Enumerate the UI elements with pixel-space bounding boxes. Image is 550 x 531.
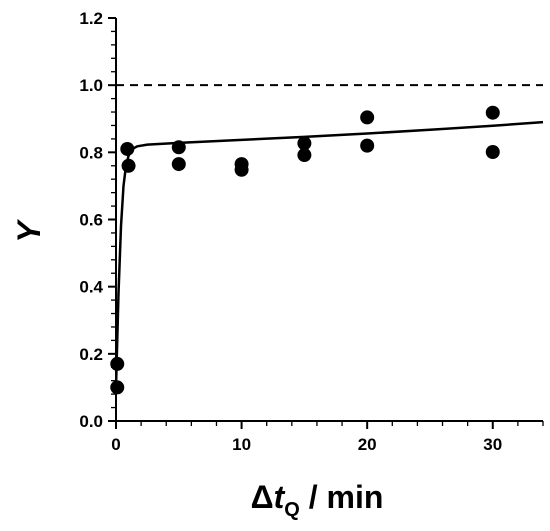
data-point [120,141,135,156]
data-point [121,158,136,173]
x-axis-title-subscript: Q [284,499,300,521]
data-point [110,356,125,371]
y-tick-label: 0.8 [79,143,103,162]
x-axis-title-variable: t [274,479,286,515]
major-ticks [108,17,494,429]
x-axis-title-prefix: Δ [251,479,274,515]
x-tick-labels: 0 10 20 30 [111,435,502,454]
data-point [171,140,186,155]
y-tick-label: 1.2 [79,9,103,28]
y-tick-labels: 0.0 0.2 0.4 0.6 0.8 1.0 1.2 [79,9,103,431]
x-axis-title-unit: / min [300,479,384,515]
data-point [360,138,375,153]
x-tick-label: 20 [358,435,377,454]
x-axis-title: ΔtQ / min [251,479,384,521]
y-tick-label: 0.0 [79,412,103,431]
fit-curves [114,120,544,388]
y-tick-label: 0.6 [79,211,103,230]
x-tick-label: 10 [232,435,251,454]
data-point [297,136,312,151]
y-tick-label: 0.4 [79,278,103,297]
fit-curve [114,120,544,388]
y-tick-label: 1.0 [79,76,103,95]
x-tick-label: 0 [111,435,120,454]
y-axis-title: Y [11,219,47,243]
x-tick-label: 30 [483,435,502,454]
data-point [360,110,375,125]
data-point [171,157,186,172]
data-points [110,105,500,395]
data-point [485,105,500,120]
data-point [234,162,249,177]
data-point [485,144,500,159]
axes [115,18,543,422]
y-tick-label: 0.2 [79,345,103,364]
data-point [110,380,125,395]
data-point [297,148,312,163]
